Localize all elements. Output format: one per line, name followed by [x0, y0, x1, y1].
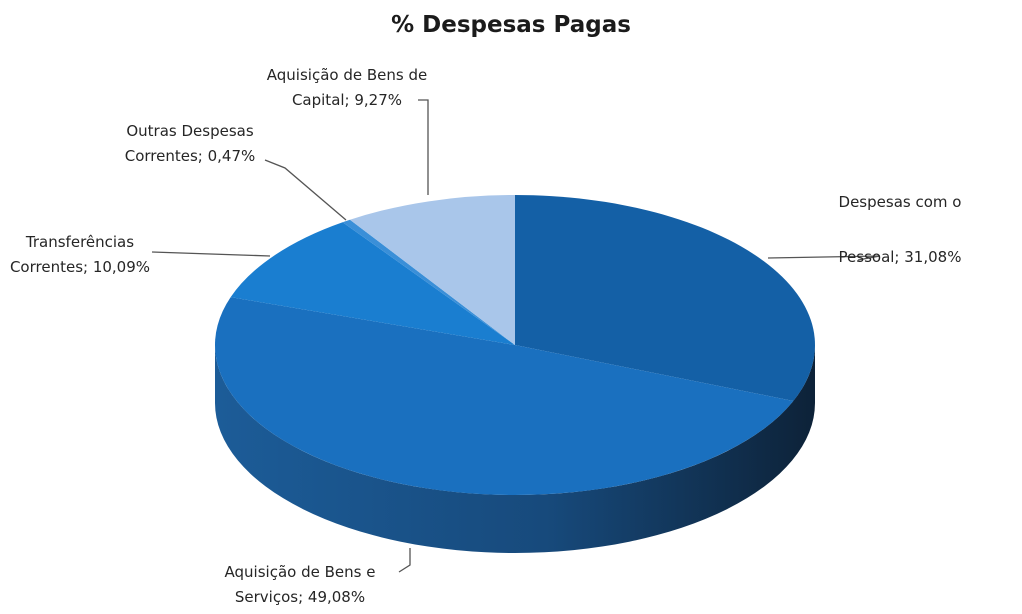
- pie-side-band: [215, 345, 815, 553]
- leader-line-aquisicao-de-bens-de-capital: [418, 99, 429, 195]
- leader-line-outras-despesas-correntes: [264, 159, 347, 221]
- chart-title: % Despesas Pagas: [391, 12, 631, 38]
- data-label-despesas-com-o-pessoal-1: Despesas com o: [839, 193, 962, 211]
- data-label-aquisicao-de-bens-e-servicos-2: Serviços; 49,08%: [235, 588, 365, 606]
- data-label-aquisicao-de-bens-de-capital-2: Capital; 9,27%: [292, 91, 402, 109]
- data-label-aquisicao-de-bens-e-servicos-1: Aquisição de Bens e: [225, 563, 376, 581]
- pie-slice-aquisicao-de-bens-de-capital: [349, 195, 515, 345]
- pie-slice-aquisicao-de-bens-e-servicos: [214, 297, 794, 496]
- leader-lines: [151, 99, 881, 573]
- data-label-outras-despesas-correntes-1: Outras Despesas: [126, 122, 253, 140]
- data-label-despesas-com-o-pessoal-2: Pessoal; 31,08%: [839, 248, 962, 266]
- leader-line-despesas-com-o-pessoal: [767, 255, 881, 261]
- pie-depth: [215, 345, 815, 553]
- leader-line-aquisicao-de-bens-e-servicos: [398, 548, 411, 573]
- data-label-transferencias-correntes-2: Correntes; 10,09%: [10, 258, 150, 276]
- data-label-aquisicao-de-bens-de-capital-1: Aquisição de Bens de: [267, 66, 427, 84]
- pie-slice-outras-despesas-correntes: [342, 219, 515, 345]
- pie-slice-despesas-com-o-pessoal: [515, 195, 816, 401]
- slice-labels: Despesas com o Pessoal; 31,08% Aquisição d…: [10, 66, 962, 606]
- pie-slice-transferencias-correntes: [230, 222, 515, 345]
- data-label-transferencias-correntes-1: Transferências: [25, 233, 134, 251]
- pie-slices: [214, 195, 816, 496]
- data-label-outras-despesas-correntes-2: Correntes; 0,47%: [125, 147, 256, 165]
- leader-line-transferencias-correntes: [151, 251, 271, 257]
